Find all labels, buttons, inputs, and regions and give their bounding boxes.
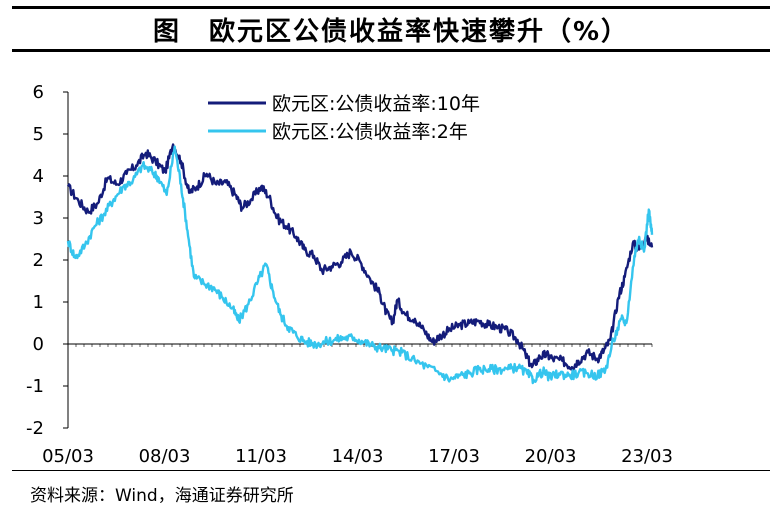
legend-label-2: 欧元区:公债收益率:2年: [272, 121, 468, 143]
source-note: 资料来源：Wind，海通证券研究所: [30, 486, 294, 506]
y-tick-label: 1: [33, 292, 44, 313]
series-line-2: [66, 145, 654, 385]
y-tick-label: -2: [26, 418, 44, 439]
y-tick-label: 5: [33, 124, 44, 145]
chart-series: [66, 143, 654, 385]
chart-axes: -2 -1 0 1 2 3 4 5 6 05/03 08/03 11/03 14/03 17/03 20/0…: [26, 82, 673, 467]
y-tick-label: -1: [26, 376, 44, 397]
line-chart: -2 -1 0 1 2 3 4 5 6 05/03 08/03 11/03 14/03 17/03 20/0…: [26, 82, 673, 467]
legend-label-1: 欧元区:公债收益率:10年: [272, 93, 480, 115]
y-tick-label: 6: [33, 82, 44, 103]
y-tick-label: 0: [33, 334, 44, 355]
chart-title: 图 欧元区公债收益率快速攀升（%）: [152, 16, 630, 47]
x-tick-label: 23/03: [621, 446, 673, 467]
x-tick-label: 11/03: [235, 446, 287, 467]
source-bar: 资料来源：Wind，海通证券研究所: [12, 470, 770, 510]
x-tick-label: 08/03: [139, 446, 191, 467]
x-tick-label: 14/03: [332, 446, 384, 467]
y-tick-label: 3: [33, 208, 44, 229]
x-tick-label: 17/03: [428, 446, 480, 467]
y-tick-label: 2: [33, 250, 44, 271]
x-tick-label: 20/03: [525, 446, 577, 467]
x-tick-label: 05/03: [42, 446, 94, 467]
chart-title-bar: 图 欧元区公债收益率快速攀升（%）: [12, 6, 770, 52]
y-tick-label: 4: [33, 166, 44, 187]
